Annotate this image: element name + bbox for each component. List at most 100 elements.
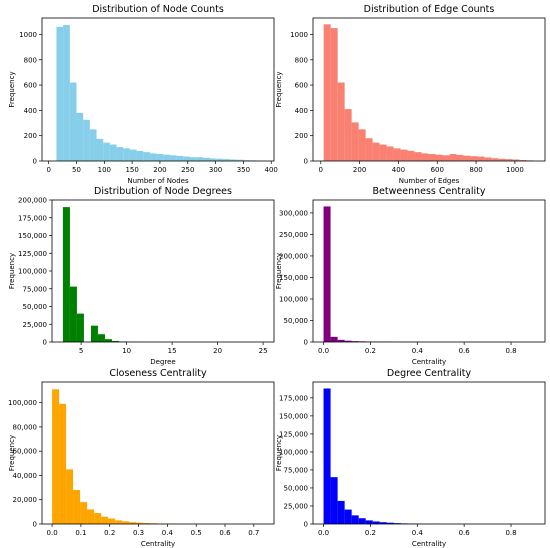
x-tick-label: 0.3 bbox=[133, 529, 144, 537]
y-tick-label: 0 bbox=[304, 339, 308, 347]
y-tick-label: 300,000 bbox=[279, 209, 308, 217]
x-tick-label: 200 bbox=[153, 166, 166, 174]
x-tick-label: 0.4 bbox=[412, 529, 424, 537]
bar bbox=[136, 150, 144, 161]
bar bbox=[80, 502, 88, 524]
x-tick-label: 0.6 bbox=[459, 347, 471, 355]
x-tick-label: 800 bbox=[469, 166, 482, 174]
bar bbox=[129, 149, 137, 161]
bar bbox=[442, 155, 450, 161]
bar bbox=[76, 313, 84, 342]
y-tick-label: 20,000 bbox=[13, 496, 38, 504]
y-tick-label: 125,000 bbox=[279, 430, 308, 438]
x-tick-label: 0.8 bbox=[505, 529, 516, 537]
x-tick-label: 400 bbox=[265, 166, 278, 174]
x-tick-label: 5 bbox=[79, 347, 83, 355]
bar bbox=[87, 509, 95, 524]
bar bbox=[519, 159, 527, 161]
axes-frame bbox=[312, 381, 546, 525]
bar bbox=[323, 206, 331, 342]
x-tick-label: 25 bbox=[259, 347, 268, 355]
bar bbox=[337, 500, 345, 524]
x-tick-label: 0.2 bbox=[365, 347, 376, 355]
bar bbox=[196, 157, 204, 161]
y-tick-label: 1000 bbox=[290, 31, 308, 39]
bar bbox=[149, 153, 157, 161]
chart-title: Betweenness Centrality bbox=[373, 186, 486, 197]
bar bbox=[122, 521, 130, 524]
y-tick-label: 25,000 bbox=[23, 321, 48, 329]
bar bbox=[101, 516, 109, 524]
y-tick-label: 150,000 bbox=[18, 232, 47, 240]
y-axis-label: Frequency bbox=[275, 253, 283, 289]
x-tick-label: 0 bbox=[319, 166, 323, 174]
bar bbox=[143, 523, 151, 524]
bar bbox=[89, 129, 97, 161]
bar bbox=[421, 153, 429, 161]
bar bbox=[66, 469, 74, 524]
x-tick-label: 600 bbox=[431, 166, 444, 174]
bar bbox=[203, 157, 211, 161]
bar bbox=[393, 148, 401, 161]
y-tick-label: 400 bbox=[295, 107, 308, 115]
bar bbox=[491, 158, 499, 161]
bar bbox=[230, 159, 237, 161]
axes-frame bbox=[51, 199, 275, 343]
bar bbox=[73, 490, 81, 524]
bar bbox=[428, 154, 436, 161]
bar bbox=[236, 159, 244, 161]
bar bbox=[372, 142, 380, 161]
bar bbox=[183, 156, 190, 161]
bar bbox=[90, 325, 98, 342]
chart-2: 0 200 400 600 800 1000 0 200 400 600 800 1000 Distri… bbox=[275, 4, 546, 185]
chart-4: 0.0 0.2 0.4 0.6 0.8 0 50,000 100,000 150,000 200,… bbox=[275, 186, 546, 366]
bar bbox=[97, 334, 105, 342]
y-tick-label: 150,000 bbox=[279, 274, 308, 282]
y-tick-label: 175,000 bbox=[279, 394, 308, 402]
chart-1: 0 50 100 150 200 250 300 350 400 0 200 400 600 800 100… bbox=[8, 4, 278, 185]
bar bbox=[386, 146, 394, 161]
axes-frame bbox=[312, 17, 546, 162]
bar bbox=[63, 24, 70, 162]
x-tick-label: 0 bbox=[46, 166, 50, 174]
y-axis-label: Frequency bbox=[275, 71, 283, 107]
bar bbox=[407, 150, 415, 161]
axes-frame bbox=[312, 199, 546, 343]
axes-frame bbox=[41, 381, 275, 525]
bar bbox=[223, 159, 231, 161]
x-tick-label: 15 bbox=[168, 347, 177, 355]
bar bbox=[393, 523, 401, 524]
bar bbox=[400, 149, 408, 161]
x-tick-label: 1000 bbox=[506, 166, 524, 174]
bar bbox=[351, 122, 359, 161]
y-tick-label: 200,000 bbox=[279, 252, 308, 260]
y-tick-label: 0 bbox=[33, 158, 37, 166]
y-tick-label: 50,000 bbox=[284, 484, 309, 492]
bar bbox=[470, 156, 478, 161]
y-tick-label: 200 bbox=[295, 132, 308, 140]
bar bbox=[379, 144, 387, 161]
x-tick-label: 0.8 bbox=[505, 347, 516, 355]
y-tick-label: 125,000 bbox=[18, 250, 47, 258]
bar bbox=[449, 154, 457, 161]
bar bbox=[129, 522, 137, 524]
chart-title: Degree Centrality bbox=[387, 368, 472, 379]
x-axis-label: Centrality bbox=[412, 358, 446, 366]
bar bbox=[108, 518, 116, 524]
bar bbox=[484, 157, 492, 161]
y-axis-label: Frequency bbox=[275, 435, 283, 471]
y-tick-label: 40,000 bbox=[13, 472, 38, 480]
bar bbox=[143, 152, 150, 161]
bar bbox=[96, 138, 104, 161]
y-tick-label: 100,000 bbox=[279, 448, 308, 456]
y-tick-label: 0 bbox=[304, 158, 308, 166]
axes-frame bbox=[41, 17, 275, 162]
x-axis-label: Degree bbox=[150, 358, 175, 366]
x-tick-label: 0.6 bbox=[219, 529, 231, 537]
x-tick-label: 0.1 bbox=[75, 529, 86, 537]
bar bbox=[344, 509, 352, 524]
chart-5: 0.0 0.1 0.2 0.3 0.4 0.5 0.6 0.7 0 20,000 40,000 60,… bbox=[8, 368, 275, 548]
bar bbox=[337, 339, 345, 342]
x-tick-label: 50 bbox=[72, 166, 81, 174]
